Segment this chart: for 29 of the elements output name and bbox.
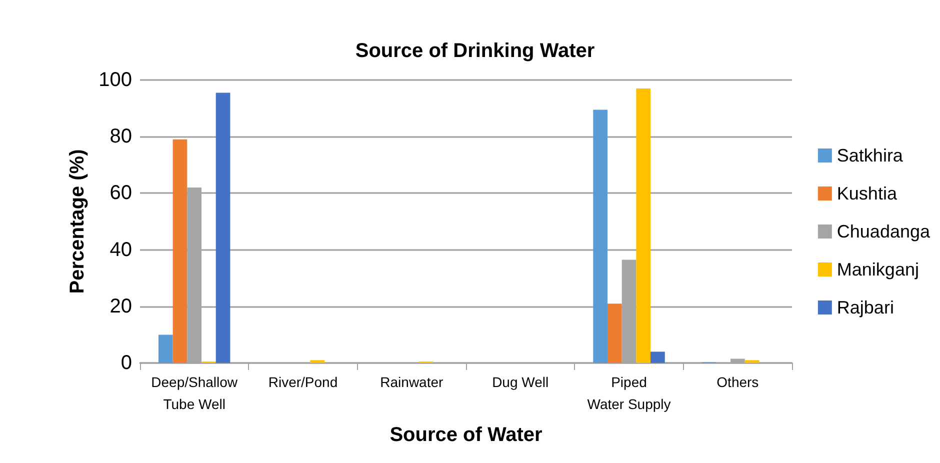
- bar: [310, 360, 325, 363]
- bar: [172, 139, 188, 363]
- legend-label: Chuadanga: [836, 222, 931, 242]
- x-axis-title: Source of Water: [390, 424, 543, 446]
- y-axis-title: Percentage (%): [66, 149, 89, 294]
- y-tick-label: 60: [110, 182, 132, 204]
- bar: [636, 88, 651, 363]
- y-tick-label: 20: [110, 295, 132, 318]
- legend-label: Satkhira: [836, 146, 904, 166]
- bar: [650, 352, 665, 363]
- chart-title: Source of Drinking Water: [355, 40, 595, 62]
- x-tick-label: Rainwater: [380, 374, 444, 390]
- bar: [607, 304, 622, 363]
- legend-label: Manikganj: [836, 260, 919, 280]
- bar: [744, 360, 760, 363]
- x-tick-label: Others: [716, 374, 759, 390]
- y-tick-label: 0: [120, 352, 132, 374]
- x-tick-label: Deep/Shallow Tube Well: [151, 374, 238, 412]
- x-tick-label: Piped Water Supply: [587, 374, 671, 412]
- legend-label: Rajbari: [836, 298, 894, 318]
- x-tick-label: River/Pond: [268, 374, 338, 390]
- bar: [158, 334, 173, 363]
- legend-label: Kushtia: [836, 184, 898, 204]
- y-tick-label: 40: [110, 238, 132, 261]
- y-tick-label: 100: [98, 69, 132, 91]
- bar: [216, 92, 230, 363]
- x-tick-label: Dug Well: [492, 374, 549, 390]
- y-tick-label: 80: [110, 126, 132, 148]
- bar: [593, 110, 608, 363]
